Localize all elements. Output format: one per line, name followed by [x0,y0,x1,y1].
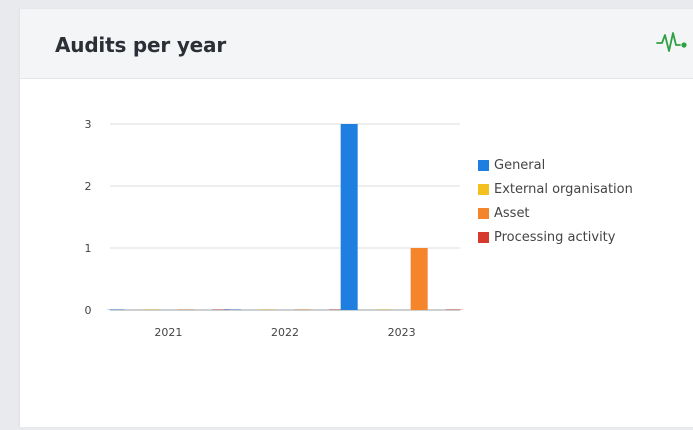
bar-asset [177,309,195,310]
y-tick-label: 0 [85,304,92,317]
activity-pulse-icon[interactable] [656,29,690,55]
y-tick-label: 1 [85,242,92,255]
audits-bar-chart: 0 1 2 3 2021 2022 2023 [85,118,463,339]
bar-processing-activity [445,309,463,310]
x-tick-label: 2021 [154,326,182,339]
bar-processing-activity [212,309,230,310]
card-header: Audits per year [20,9,693,79]
bar-asset [294,309,311,310]
bar-processing-activity [329,309,346,310]
legend-label: External organisation [494,182,633,197]
legend-swatch [478,232,489,243]
legend-label: Asset [494,206,530,221]
legend-swatch [478,184,489,195]
bar-asset [410,248,428,310]
bar-general [224,309,241,310]
legend-item[interactable]: General [478,157,644,175]
x-tick-label: 2022 [271,326,299,339]
legend-swatch [478,160,489,171]
bar-external-organisation [142,309,160,310]
legend-item[interactable]: Processing activity [478,229,644,247]
x-tick-label: 2023 [388,326,416,339]
chart-legend: General External organisation Asset Process… [478,157,678,253]
legend-label: General [494,158,546,173]
legend-item[interactable]: Asset [478,205,644,223]
audits-per-year-card: Audits per year 0 1 2 3 2021 2022 2023 General… [19,9,693,427]
y-tick-label: 3 [85,118,92,131]
bar-general [340,124,358,310]
y-tick-label: 2 [85,180,92,193]
legend-item[interactable]: External organisation [478,181,644,199]
bar-general [107,309,125,310]
bar-external-organisation [375,309,393,310]
legend-swatch [478,208,489,219]
bar-external-organisation [259,309,276,310]
legend-label: Processing activity [494,230,616,245]
card-title: Audits per year [55,33,226,57]
